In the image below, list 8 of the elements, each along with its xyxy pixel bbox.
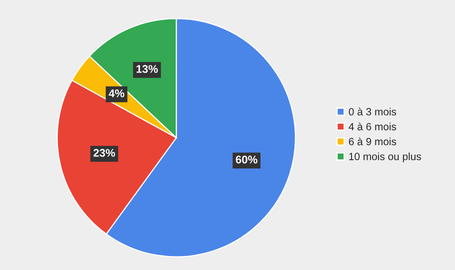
data-label: 23% <box>94 148 116 157</box>
legend-label: 6 à 9 mois <box>348 137 396 146</box>
data-label: 60% <box>236 156 258 164</box>
legend-label: 4 à 6 mois <box>348 122 396 130</box>
legend-label: 0 à 3 mois <box>348 108 396 116</box>
legend-label: 10 mois ou plus <box>349 152 422 162</box>
data-label: 4% <box>108 89 124 98</box>
data-label: 13% <box>136 65 158 73</box>
